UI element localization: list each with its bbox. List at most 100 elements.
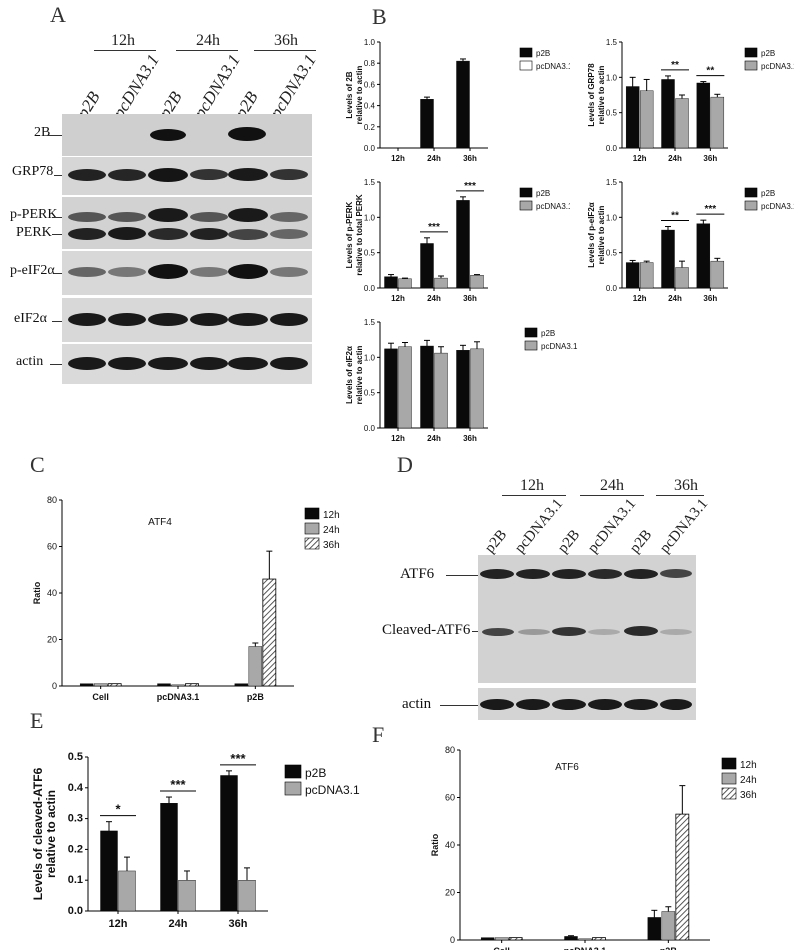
chart-atf6-ratio: 0 20 40 60 80 Ratio ATF6 Cell pcDNA3.1 p2B 12h 24h 3… bbox=[430, 745, 757, 950]
band bbox=[148, 264, 188, 279]
bar bbox=[494, 937, 509, 941]
y-axis-label: Levels of p-eIF2α bbox=[587, 202, 596, 267]
row-label-perk: PERK bbox=[16, 225, 52, 240]
band bbox=[108, 169, 146, 181]
band bbox=[270, 313, 308, 326]
y-axis-label: relative to actin bbox=[355, 66, 364, 125]
band bbox=[68, 228, 106, 240]
time-label-12h: 12h bbox=[111, 32, 135, 49]
band bbox=[480, 569, 514, 579]
chart-2b-levels: 0.0 0.2 0.4 0.6 0.8 1.0 Levels of 2B relative t… bbox=[345, 38, 570, 163]
y-tick-label: 1.5 bbox=[364, 178, 376, 187]
legend-swatch bbox=[304, 537, 320, 550]
bar bbox=[434, 352, 448, 429]
row-tick bbox=[48, 135, 62, 136]
row-label-atf6: ATF6 bbox=[400, 566, 435, 582]
legend-label: p2B bbox=[536, 49, 550, 58]
band bbox=[660, 569, 692, 578]
y-tick-label: 0.4 bbox=[68, 782, 84, 794]
bar bbox=[578, 938, 592, 941]
row-tick bbox=[54, 273, 62, 274]
band bbox=[108, 313, 146, 326]
band bbox=[190, 357, 228, 370]
legend-swatch bbox=[744, 47, 758, 58]
band bbox=[518, 629, 550, 635]
band bbox=[270, 267, 308, 277]
x-tick-label: 24h bbox=[668, 294, 682, 303]
row-tick bbox=[52, 234, 62, 235]
bar bbox=[234, 683, 249, 687]
legend-label: p2B bbox=[761, 49, 775, 58]
legend-label: p2B bbox=[305, 766, 326, 780]
panel-label-c: C bbox=[30, 452, 45, 477]
y-tick-label: 80 bbox=[445, 745, 455, 755]
band bbox=[228, 313, 268, 326]
panel-label-b: B bbox=[372, 4, 387, 29]
bar bbox=[220, 775, 238, 912]
panel-label-a: A bbox=[50, 2, 66, 27]
band bbox=[552, 569, 586, 579]
y-axis-label: Levels of p-PERK bbox=[345, 201, 354, 268]
row-label-eif2a: eIF2α bbox=[14, 311, 47, 326]
legend-label: 36h bbox=[740, 790, 757, 801]
y-tick-label: 0.3 bbox=[68, 813, 83, 825]
bar bbox=[480, 937, 495, 941]
bar bbox=[384, 276, 398, 289]
bar bbox=[107, 683, 122, 687]
bar bbox=[696, 82, 711, 149]
chart-atf4-ratio: 0 20 40 60 80 Ratio ATF4 Cell pcDNA3.1 p2B 12h 24h 3… bbox=[32, 495, 340, 702]
lane-label: p2B bbox=[481, 526, 511, 557]
y-tick-label: 20 bbox=[445, 888, 455, 898]
legend-swatch bbox=[519, 60, 533, 71]
band bbox=[190, 228, 228, 240]
y-tick-label: 0.2 bbox=[364, 123, 376, 132]
row-label-grp78: GRP78 bbox=[12, 164, 54, 179]
chart-grp78-levels: 0.0 0.5 1.0 1.5 Levels of GRP78 relative to a… bbox=[587, 38, 794, 163]
chart-p-perk-levels: 0.0 0.5 1.0 1.5 Levels of p-PERK relative to … bbox=[345, 178, 570, 303]
time-underline bbox=[176, 50, 238, 51]
band bbox=[660, 699, 692, 710]
band bbox=[552, 699, 586, 710]
legend-swatch bbox=[304, 522, 320, 535]
bar bbox=[420, 99, 434, 149]
band bbox=[68, 212, 106, 222]
y-axis-label: Levels of GRP78 bbox=[587, 63, 596, 127]
bar bbox=[647, 917, 662, 941]
western-blot-a: 12h 24h 36h p2B pcDNA3.1 p2B pcDNA3.1 p2… bbox=[0, 0, 340, 390]
band bbox=[228, 127, 266, 141]
y-tick-label: 60 bbox=[445, 793, 455, 803]
blot-strip-atf6 bbox=[478, 555, 696, 683]
legend-swatch bbox=[304, 507, 320, 520]
significance-marker: ** bbox=[706, 66, 714, 77]
legend-label: pcDNA3.1 bbox=[761, 62, 794, 71]
y-tick-label: 0.0 bbox=[606, 284, 618, 293]
time-label-36h: 36h bbox=[274, 32, 298, 49]
legend-swatch bbox=[721, 757, 737, 770]
bar bbox=[592, 937, 606, 941]
y-axis-label: relative to actin bbox=[597, 66, 606, 125]
band bbox=[228, 229, 268, 240]
bar bbox=[185, 683, 199, 687]
band bbox=[588, 699, 622, 710]
row-tick bbox=[52, 217, 62, 218]
bar bbox=[420, 345, 434, 429]
band bbox=[68, 313, 106, 326]
legend-label: pcDNA3.1 bbox=[761, 202, 794, 211]
legend-swatch bbox=[524, 327, 538, 338]
bar bbox=[470, 275, 484, 289]
x-tick-label: 36h bbox=[703, 294, 717, 303]
y-tick-label: 1.0 bbox=[364, 213, 376, 222]
y-tick-label: 80 bbox=[47, 495, 57, 505]
y-tick-label: 0 bbox=[450, 935, 455, 945]
chart-eif2a-levels: 0.0 0.5 1.0 1.5 Levels of eIF2α relative to a… bbox=[345, 318, 578, 443]
x-tick-label: 24h bbox=[427, 434, 441, 443]
y-tick-label: 0.0 bbox=[68, 905, 83, 917]
bar bbox=[470, 348, 484, 429]
bar bbox=[508, 937, 523, 941]
band bbox=[552, 627, 586, 636]
bar bbox=[160, 803, 178, 912]
bar bbox=[625, 262, 640, 289]
y-tick-label: 0.8 bbox=[364, 59, 376, 68]
chart-cleaved-atf6-levels: 0.0 0.1 0.2 0.3 0.4 0.5 Levels of cleaved-ATF6… bbox=[31, 751, 360, 930]
row-label-cleaved-atf6: Cleaved-ATF6 bbox=[382, 622, 471, 638]
